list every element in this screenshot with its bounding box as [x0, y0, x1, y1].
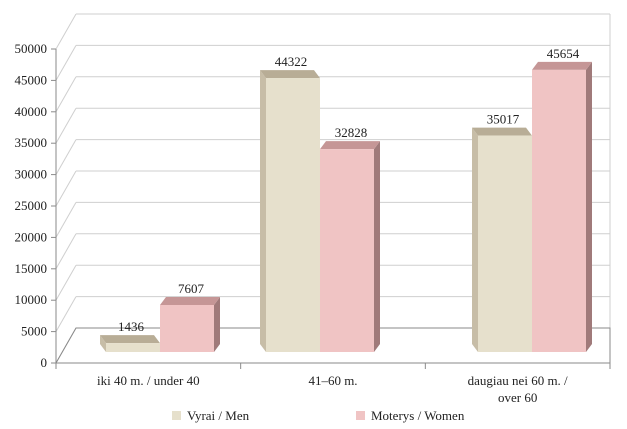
- bar-top: [532, 61, 592, 70]
- bar-front: [478, 135, 532, 352]
- x-tick-label: daugiau nei 60 m. /: [468, 373, 568, 388]
- data-label: 35017: [487, 112, 520, 127]
- x-tick-label: 41–60 m.: [308, 373, 357, 388]
- bars-layer: [100, 61, 592, 353]
- data-label: 32828: [335, 125, 368, 140]
- gridline-side: [55, 13, 77, 50]
- data-label: 1436: [118, 319, 145, 334]
- gridline-side: [55, 139, 77, 175]
- y-tick-label: 50000: [15, 41, 48, 56]
- gridline-side: [55, 170, 77, 207]
- gridline-side: [55, 296, 77, 332]
- bar-top: [100, 335, 160, 344]
- y-tick-label: 20000: [15, 229, 48, 244]
- bar-top: [472, 127, 532, 136]
- gridline-side: [55, 107, 77, 144]
- data-label: 45654: [547, 46, 580, 61]
- bar-front: [266, 78, 320, 353]
- y-tick-label: 35000: [15, 135, 48, 150]
- bar: [472, 127, 532, 352]
- y-tick-label: 10000: [15, 292, 48, 307]
- bar-side: [472, 127, 478, 352]
- legend-label: Moterys / Women: [371, 408, 465, 423]
- bar-front: [160, 304, 214, 352]
- y-tick-label: 0: [41, 355, 48, 370]
- y-tick-label: 30000: [15, 167, 48, 182]
- bar: [260, 70, 320, 353]
- data-label: 7607: [178, 281, 205, 296]
- y-tick-label: 45000: [15, 72, 48, 87]
- y-tick-label: 5000: [21, 324, 47, 339]
- axis-layer: 0 5000 10000 15000 20000 25000 30000 35000 40000…: [15, 41, 611, 370]
- x-tick-label: over 60: [498, 390, 537, 405]
- bar-top: [260, 70, 320, 79]
- gridline-side: [55, 45, 77, 81]
- bar: [532, 61, 592, 353]
- bar-side: [586, 61, 592, 353]
- bar-front: [320, 149, 374, 352]
- y-tick-label: 15000: [15, 261, 48, 276]
- data-label: 44322: [275, 54, 308, 69]
- gridline-side: [55, 202, 77, 238]
- bar-front: [532, 69, 586, 352]
- bar: [100, 335, 160, 352]
- bar: [160, 296, 220, 352]
- bar-side: [214, 296, 220, 352]
- labels-layer: 1436 7607 iki 40 m. / under 40 44322 32828 41…: [97, 46, 580, 405]
- legend-entry: Moterys / Women: [356, 408, 465, 423]
- bar-top: [320, 141, 380, 150]
- legend-swatch: [172, 411, 181, 420]
- bar-side: [100, 335, 106, 352]
- legend-swatch: [356, 411, 365, 420]
- legend-label: Vyrai / Men: [187, 408, 250, 423]
- y-tick-label: 40000: [15, 104, 48, 119]
- legend: Vyrai / Men Moterys / Women: [172, 408, 465, 423]
- gridline-side: [55, 233, 77, 270]
- bar-top: [160, 296, 220, 305]
- gridline-side: [55, 76, 77, 113]
- bar-side: [260, 70, 266, 353]
- bar-side: [374, 141, 380, 352]
- bar: [320, 141, 380, 352]
- bar-front: [106, 343, 160, 352]
- legend-entry: Vyrai / Men: [172, 408, 250, 423]
- gridline-side: [55, 264, 77, 301]
- x-tick-label: iki 40 m. / under 40: [97, 373, 200, 388]
- y-tick-label: 25000: [15, 198, 48, 213]
